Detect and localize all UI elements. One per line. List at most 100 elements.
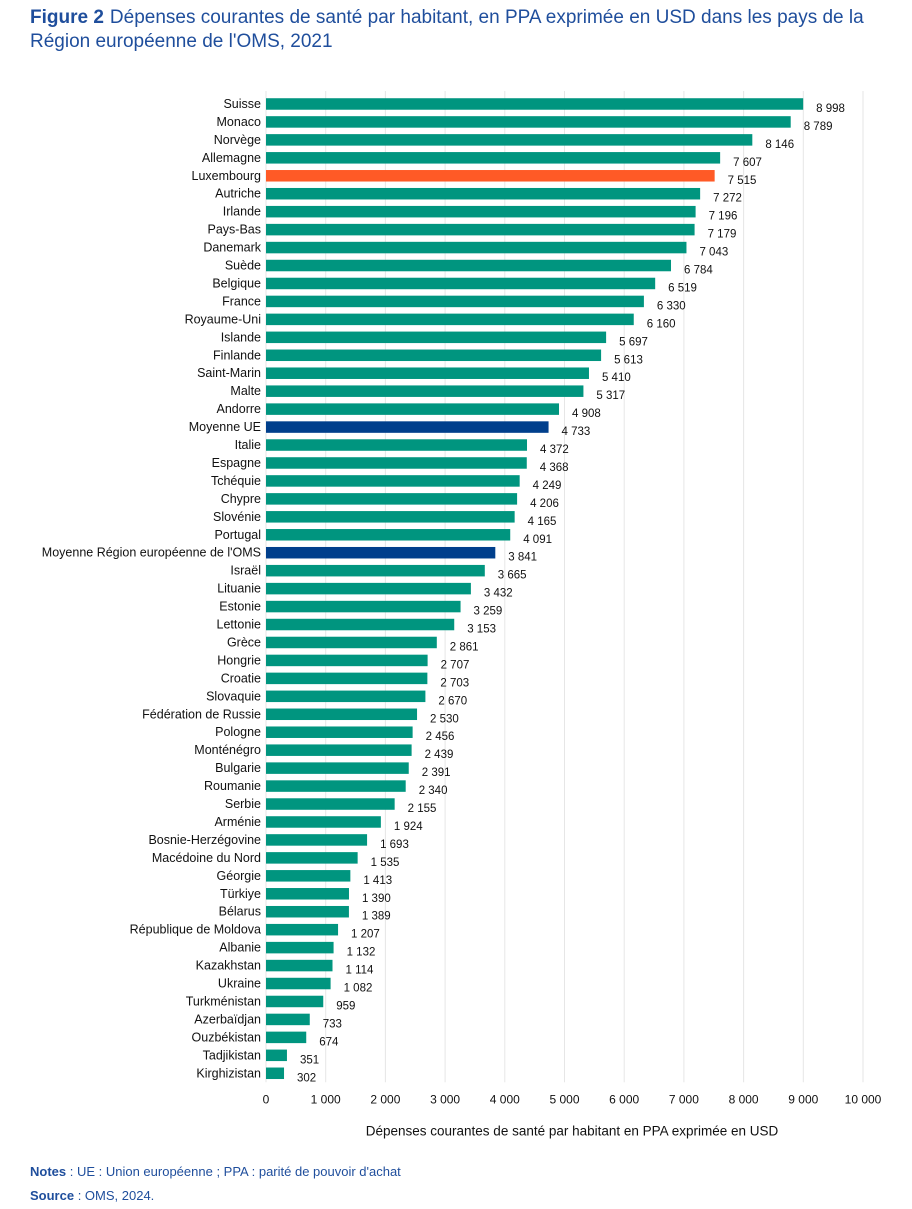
- bar: [266, 834, 368, 846]
- bar: [266, 439, 528, 451]
- value-label: 1 207: [351, 929, 380, 941]
- value-label: 7 607: [733, 157, 762, 169]
- value-label: 4 368: [540, 462, 569, 474]
- x-tick-label: 5 000: [549, 1092, 579, 1106]
- category-label: Monténégro: [194, 743, 261, 757]
- value-label: 302: [297, 1072, 316, 1084]
- category-label: Danemark: [203, 241, 261, 255]
- bar: [266, 977, 331, 990]
- category-label: Islande: [221, 330, 261, 344]
- bar: [266, 223, 695, 236]
- value-label: 4 733: [562, 426, 591, 438]
- x-tick-label: 6 000: [609, 1092, 639, 1106]
- value-label: 3 153: [467, 624, 496, 636]
- category-label: Tchéquie: [211, 474, 261, 488]
- value-label: 1 114: [346, 965, 375, 977]
- bar: [266, 187, 701, 200]
- category-label: Autriche: [215, 187, 261, 201]
- value-label: 1 082: [344, 983, 373, 995]
- category-label: Estonie: [219, 600, 261, 614]
- x-tick-label: 2 000: [370, 1092, 400, 1106]
- bar: [266, 259, 672, 272]
- category-label: Lituanie: [217, 582, 261, 596]
- value-label: 1 132: [347, 947, 376, 959]
- category-label: Israël: [230, 564, 261, 578]
- category-label: Kirghizistan: [196, 1066, 261, 1080]
- value-label: 1 924: [394, 821, 423, 833]
- value-label: 2 155: [408, 803, 437, 815]
- category-label: Espagne: [212, 456, 261, 470]
- bar: [266, 582, 471, 595]
- x-tick-label: 10 000: [845, 1092, 882, 1106]
- value-label: 4 206: [530, 498, 559, 510]
- bar: [266, 798, 395, 810]
- bar: [266, 349, 602, 362]
- value-label: 1 390: [362, 893, 391, 905]
- bar: [266, 1013, 310, 1026]
- bar: [266, 923, 339, 936]
- category-label: Kazakhstan: [196, 959, 261, 973]
- value-label: 7 272: [713, 193, 742, 205]
- category-label: Chypre: [221, 492, 261, 506]
- category-label: Hongrie: [217, 653, 261, 667]
- value-label: 3 665: [498, 570, 527, 582]
- bar: [266, 600, 461, 613]
- bar: [266, 1067, 285, 1080]
- bar: [266, 511, 515, 523]
- value-label: 7 515: [728, 175, 757, 187]
- bar: [266, 744, 412, 756]
- category-label: Slovaquie: [206, 689, 261, 703]
- bar: [266, 475, 520, 487]
- category-label: Suisse: [223, 97, 261, 111]
- bar: [266, 762, 409, 774]
- value-label: 4 165: [528, 516, 557, 528]
- value-label: 6 330: [657, 300, 686, 312]
- bar: [266, 170, 715, 182]
- category-label: République de Moldova: [130, 923, 261, 937]
- value-label: 1 535: [371, 857, 400, 869]
- bar: [266, 690, 426, 703]
- category-label: Fédération de Russie: [142, 707, 261, 721]
- bar: [266, 618, 455, 631]
- bar: [266, 1031, 307, 1044]
- value-label: 3 259: [474, 606, 503, 618]
- notes-block: Notes : UE : Union européenne ; PPA : pa…: [30, 1160, 401, 1208]
- category-label: Roumanie: [204, 779, 261, 793]
- value-label: 6 160: [647, 318, 676, 330]
- category-label: Belgique: [212, 276, 261, 290]
- category-label: Ukraine: [218, 977, 261, 991]
- category-label: Finlande: [213, 348, 261, 362]
- x-tick-label: 4 000: [490, 1092, 520, 1106]
- category-label: Moyenne UE: [189, 420, 261, 434]
- category-label: Norvège: [214, 133, 261, 147]
- category-label: Allemagne: [202, 151, 261, 165]
- value-label: 8 998: [816, 103, 845, 115]
- value-label: 8 789: [804, 121, 833, 133]
- category-label: Macédoine du Nord: [152, 851, 261, 865]
- bar: [266, 277, 656, 290]
- bar: [266, 888, 349, 900]
- value-label: 2 439: [425, 749, 454, 761]
- figure-title-block: Figure 2 Dépenses courantes de santé par …: [30, 6, 890, 54]
- value-label: 2 456: [426, 731, 455, 743]
- bar: [266, 995, 324, 1008]
- bar: [266, 780, 406, 792]
- value-label: 4 091: [523, 534, 552, 546]
- bar: [266, 367, 589, 379]
- category-label: Arménie: [214, 815, 261, 829]
- category-label: Moyenne Région européenne de l'OMS: [42, 546, 261, 560]
- value-label: 351: [300, 1054, 319, 1066]
- category-label: Tadjikistan: [203, 1048, 261, 1062]
- bar: [266, 564, 485, 577]
- category-label: Ouzbékistan: [192, 1030, 262, 1044]
- bar: [266, 205, 696, 218]
- bar: [266, 672, 428, 685]
- bar: [266, 493, 518, 505]
- notes-line: Notes : UE : Union européenne ; PPA : pa…: [30, 1160, 401, 1184]
- category-label: Bulgarie: [215, 761, 261, 775]
- bar: [266, 152, 721, 164]
- bar: [266, 941, 334, 954]
- category-label: Serbie: [225, 797, 261, 811]
- bar: [266, 726, 413, 738]
- x-axis-label: Dépenses courantes de santé par habitant…: [366, 1123, 779, 1138]
